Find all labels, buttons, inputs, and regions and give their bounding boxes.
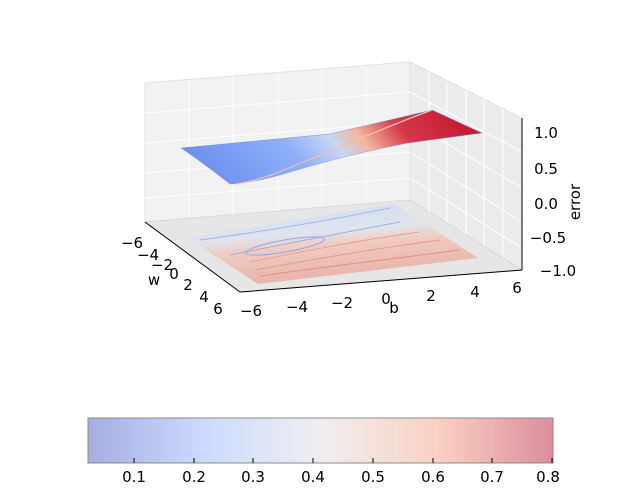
z-tick: 1.0 (534, 124, 558, 142)
y-axis-ticks: −6 −4 −2 0 2 4 6 w (121, 234, 223, 318)
colorbar-ticks (133, 458, 553, 463)
colorbar-tick-label: 0.1 (122, 468, 146, 486)
x-tick: 4 (470, 283, 480, 301)
z-axis-ticks: −1.0 −0.5 0.0 0.5 1.0 error (530, 124, 584, 280)
z-tick: 0.0 (534, 195, 558, 213)
x-tick: 6 (512, 279, 522, 297)
colorbar-tick-label: 0.2 (182, 468, 206, 486)
y-axis-label: w (148, 271, 160, 289)
surface-body (180, 109, 483, 185)
floor-contour (188, 204, 478, 284)
colorbar: 0.1 0.2 0.3 0.4 0.5 0.6 0.7 0.8 (87, 417, 560, 486)
x-tick: −2 (331, 294, 353, 312)
colorbar-tick-label: 0.6 (421, 468, 445, 486)
y-tick: 2 (183, 276, 193, 294)
surface-ridge (235, 109, 433, 185)
colorbar-gradient (87, 417, 554, 464)
colorbar-tick-label: 0.7 (480, 468, 504, 486)
colorbar-tick-label: 0.5 (361, 468, 385, 486)
axis-lines (144, 118, 523, 293)
contour-region (188, 204, 478, 284)
y-tick: 0 (169, 265, 179, 283)
x-tick: −4 (286, 298, 308, 316)
y-tick: 4 (199, 288, 209, 306)
z-tick: −1.0 (540, 262, 576, 280)
y-tick: −2 (151, 256, 173, 274)
colorbar-tick-label: 0.4 (301, 468, 325, 486)
x-tick: −6 (240, 302, 262, 320)
x-tick: 0 (381, 290, 391, 308)
x-tick: 2 (426, 287, 436, 305)
colorbar-tick-label: 0.3 (241, 468, 265, 486)
z-tick: −0.5 (530, 229, 566, 247)
y-tick: 6 (213, 300, 223, 318)
x-axis-ticks: −6 −4 −2 0 2 4 6 b (240, 279, 522, 320)
z-axis-label: error (566, 183, 584, 220)
error-surface (180, 109, 483, 185)
x-axis-label: b (389, 299, 399, 317)
y-tick: −6 (121, 234, 143, 252)
colorbar-tick-label: 0.8 (536, 468, 560, 486)
y-tick: −4 (137, 246, 159, 264)
z-tick: 0.5 (534, 160, 558, 178)
